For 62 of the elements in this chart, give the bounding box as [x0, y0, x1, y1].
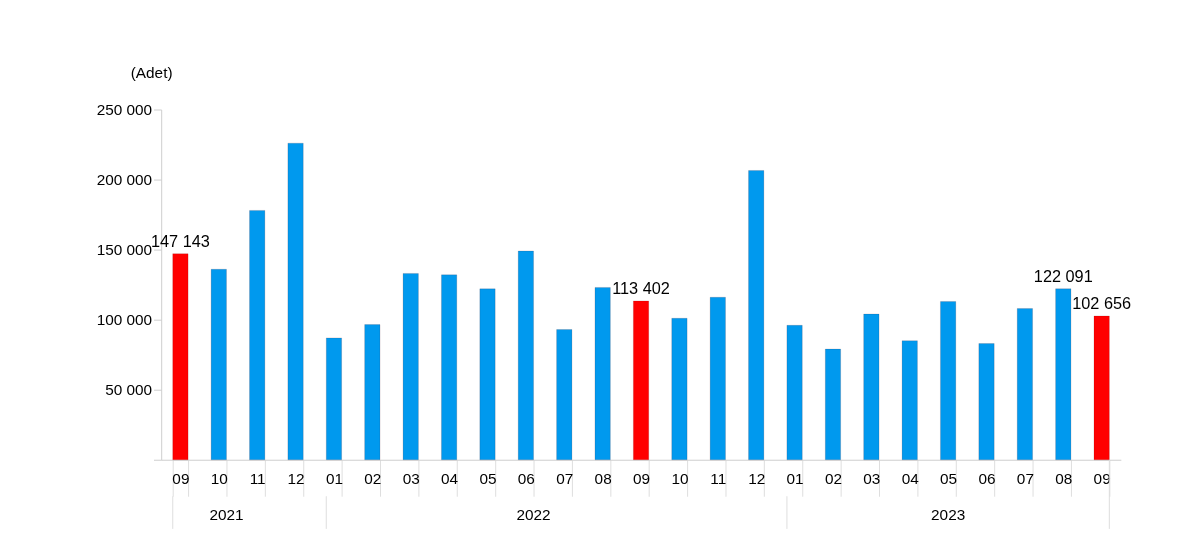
x-tick-label: 01: [786, 470, 804, 488]
x-tick-label: 09: [1093, 470, 1111, 488]
y-tick-label: 50 000: [105, 381, 153, 399]
text: 2022: [516, 506, 551, 524]
x-tick-label: 06: [978, 470, 996, 488]
x-tick-label: 01: [325, 470, 343, 488]
bar: [863, 313, 880, 461]
bar: [671, 318, 688, 461]
data-label: 122 091: [1033, 267, 1093, 286]
bar: [978, 343, 995, 461]
data-label: 113 402: [612, 279, 670, 298]
x-tick-label: 07: [556, 470, 574, 488]
x-tick-label: 10: [210, 470, 228, 488]
bar: [748, 170, 765, 461]
x-tick-label: 12: [748, 470, 766, 488]
x-tick-label: 02: [364, 470, 382, 488]
bar: [210, 269, 227, 461]
x-tick-label: 08: [1055, 470, 1073, 488]
bar: [1016, 308, 1033, 461]
bar: [1093, 315, 1110, 461]
bar: [441, 274, 458, 461]
bar: [825, 348, 841, 461]
y-tick-label: 150 000: [96, 240, 153, 258]
bar: [786, 325, 803, 461]
bar: [364, 324, 381, 461]
x-tick-label: 04: [901, 470, 920, 488]
x-tick-label: 12: [287, 470, 305, 488]
bar: [633, 300, 649, 461]
y-tick-label: 100 000: [96, 310, 153, 328]
bar: [594, 287, 611, 461]
bar: [172, 253, 189, 461]
bar: [940, 301, 957, 461]
x-tick-label: 11: [249, 470, 266, 488]
bar: [1055, 288, 1072, 461]
data-label: 102 656: [1072, 294, 1132, 313]
x-tick-label: 03: [863, 470, 881, 488]
x-tick-label: 05: [479, 470, 497, 488]
x-tick-label: 08: [594, 470, 612, 488]
x-tick-label: 05: [940, 470, 958, 488]
x-tick-label: 09: [172, 470, 190, 488]
bar: [709, 297, 726, 461]
bar: [287, 142, 304, 461]
text: 2023: [931, 506, 966, 524]
bar: [479, 288, 496, 461]
bar: [249, 210, 266, 461]
bar: [517, 250, 534, 461]
bar: [326, 337, 342, 461]
bar: [402, 273, 419, 461]
x-tick-label: 10: [671, 470, 689, 488]
y-axis-title: (Adet): [130, 63, 173, 81]
x-tick-label: 04: [441, 470, 459, 488]
x-tick-label: 03: [402, 470, 420, 488]
x-tick-label: 02: [824, 470, 842, 488]
bar: [901, 340, 918, 461]
y-tick-label: 250 000: [96, 100, 153, 118]
bar: [556, 329, 573, 461]
x-tick-label: 11: [710, 470, 727, 488]
y-tick-label: 200 000: [96, 170, 153, 188]
x-tick-label: 09: [632, 470, 651, 488]
x-tick-label: 06: [517, 470, 535, 488]
text: 2021: [209, 506, 244, 524]
x-tick-label: 07: [1016, 470, 1034, 488]
